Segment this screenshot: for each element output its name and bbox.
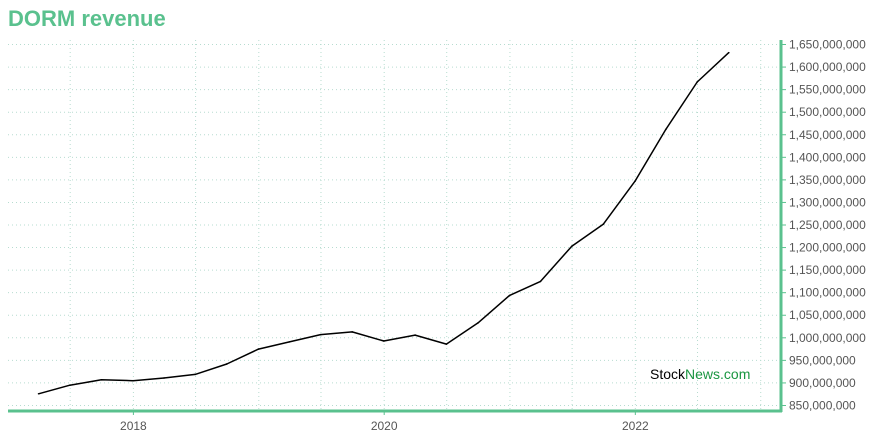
- data-point: [37, 392, 40, 395]
- y-tick-label: 850,000,000: [789, 398, 856, 412]
- x-tick-label: 2022: [622, 419, 649, 433]
- y-tick-label: 1,150,000,000: [789, 263, 866, 277]
- data-point: [696, 81, 698, 83]
- data-point: [257, 348, 260, 350]
- y-tick-label: 1,300,000,000: [789, 195, 866, 209]
- data-point: [226, 363, 228, 365]
- y-tick-label: 1,400,000,000: [789, 150, 866, 164]
- data-point: [351, 331, 354, 333]
- y-tick-label: 900,000,000: [789, 376, 856, 390]
- y-tick-label: 1,600,000,000: [789, 60, 866, 74]
- data-point: [414, 334, 416, 336]
- y-tick-label: 1,050,000,000: [789, 308, 866, 322]
- y-tick-label: 1,650,000,000: [789, 38, 866, 52]
- x-tick-label: 2020: [371, 419, 398, 433]
- series-line: [38, 52, 730, 395]
- tick-labels: 850,000,000 900,000,000 950,000,000 1,000,0…: [120, 38, 866, 433]
- data-point: [163, 377, 165, 379]
- data-point: [319, 333, 322, 336]
- data-point: [477, 322, 479, 324]
- data-point: [727, 51, 730, 54]
- y-tick-label: 1,500,000,000: [789, 105, 866, 119]
- y-tick-label: 1,550,000,000: [789, 83, 866, 97]
- axes: [8, 40, 786, 415]
- data-point: [665, 128, 667, 131]
- x-tick-label: 2018: [120, 419, 147, 433]
- data-point: [69, 384, 71, 386]
- watermark-stock: Stock: [650, 366, 686, 382]
- data-point: [602, 223, 605, 225]
- data-point: [539, 280, 542, 283]
- data-point: [570, 245, 573, 248]
- data-point: [194, 373, 197, 376]
- data-point: [383, 340, 385, 342]
- data-point: [288, 341, 291, 343]
- watermark-logo: StockNews.com: [650, 366, 750, 382]
- y-tick-label: 1,450,000,000: [789, 128, 866, 142]
- data-point: [445, 343, 448, 345]
- y-tick-label: 950,000,000: [789, 353, 856, 367]
- data-point: [508, 294, 511, 297]
- grid-lines: [8, 40, 781, 410]
- watermark-news: News: [685, 366, 720, 382]
- y-tick-label: 1,000,000,000: [789, 331, 866, 345]
- series: [37, 51, 730, 395]
- y-tick-label: 1,250,000,000: [789, 218, 866, 232]
- y-tick-label: 1,350,000,000: [789, 173, 866, 187]
- y-tick-label: 1,200,000,000: [789, 241, 866, 255]
- watermark-com: .com: [720, 366, 750, 382]
- data-point: [634, 180, 636, 183]
- data-point: [100, 378, 103, 381]
- data-point: [132, 379, 134, 382]
- chart-title: DORM revenue: [8, 6, 166, 31]
- y-tick-label: 1,100,000,000: [789, 286, 866, 300]
